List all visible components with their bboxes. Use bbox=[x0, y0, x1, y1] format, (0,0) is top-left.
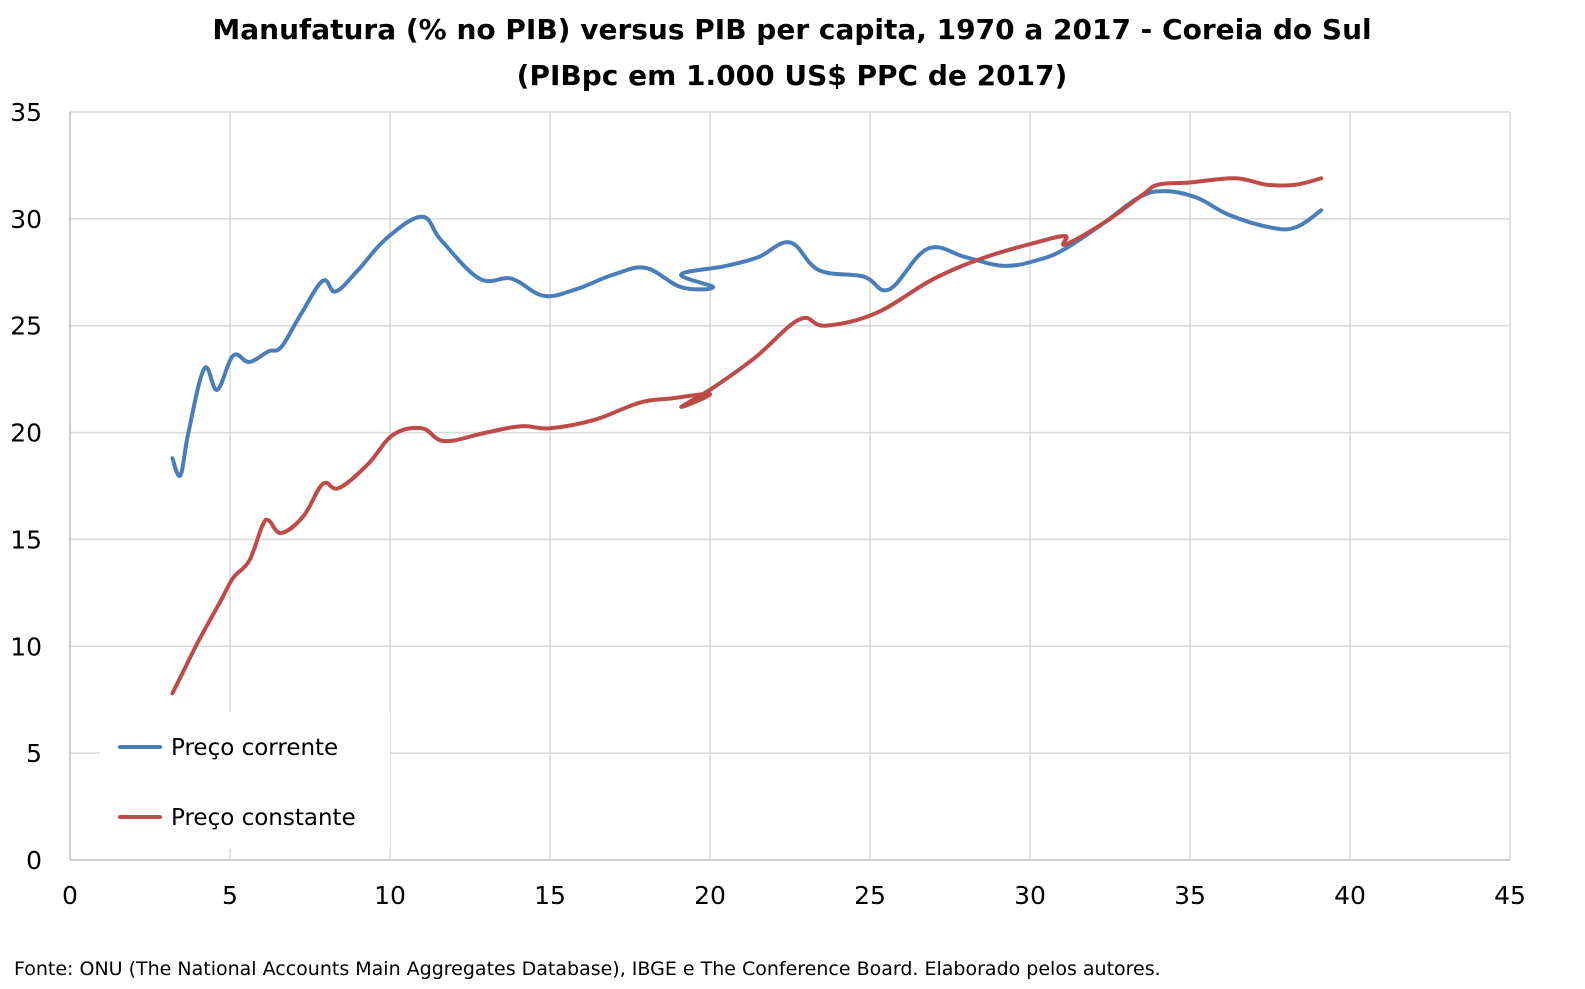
y-tick-label: 35 bbox=[10, 98, 42, 127]
x-tick-label: 25 bbox=[854, 881, 886, 910]
x-tick-label: 30 bbox=[1014, 881, 1046, 910]
x-tick-label: 45 bbox=[1494, 881, 1526, 910]
x-tick-label: 10 bbox=[374, 881, 406, 910]
legend-box bbox=[100, 712, 390, 849]
source-note: Fonte: ONU (The National Accounts Main A… bbox=[14, 958, 1161, 980]
series-line-preco-constante bbox=[170, 176, 1324, 696]
axes bbox=[69, 112, 1510, 861]
legend-label-preco-constante: Preço constante bbox=[171, 805, 356, 831]
y-tick-label: 15 bbox=[10, 525, 42, 554]
x-tick-label: 5 bbox=[222, 881, 238, 910]
y-tick-label: 20 bbox=[10, 419, 42, 448]
y-tick-label: 10 bbox=[10, 632, 42, 661]
x-tick-label: 40 bbox=[1334, 881, 1366, 910]
y-tick-label: 25 bbox=[10, 312, 42, 341]
y-tick-label: 0 bbox=[26, 846, 42, 875]
y-tick-label: 5 bbox=[26, 739, 42, 768]
legend: Preço corrente Preço constante bbox=[118, 735, 356, 831]
series bbox=[170, 176, 1324, 696]
x-tick-label: 0 bbox=[62, 881, 78, 910]
x-tick-label: 15 bbox=[534, 881, 566, 910]
legend-background bbox=[100, 712, 390, 849]
x-tick-label: 35 bbox=[1174, 881, 1206, 910]
chart-title: Manufatura (% no PIB) versus PIB per cap… bbox=[212, 13, 1371, 46]
x-tick-label: 20 bbox=[694, 881, 726, 910]
y-tick-label: 30 bbox=[10, 205, 42, 234]
legend-label-preco-corrente: Preço corrente bbox=[171, 735, 338, 761]
chart-subtitle: (PIBpc em 1.000 US$ PPC de 2017) bbox=[517, 59, 1068, 92]
tick-labels: 0 5 10 15 20 25 30 35 0 5 10 15 20 25 30 35 40 45 bbox=[10, 98, 1526, 910]
